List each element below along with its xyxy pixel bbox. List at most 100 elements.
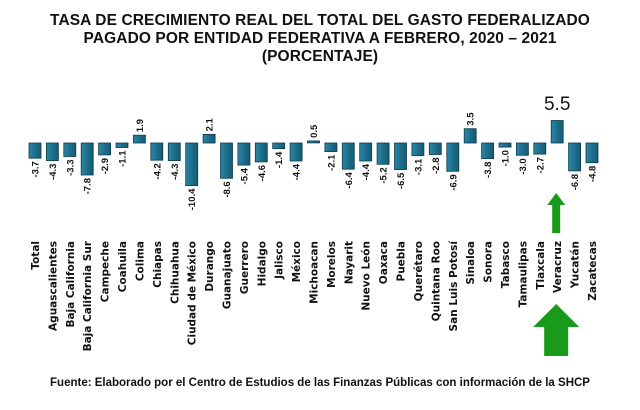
bar-baja-california-sur (80, 142, 94, 176)
category-label-queretaro: Querétaro (413, 241, 425, 301)
category-label-campeche: Campeche (100, 241, 112, 302)
category-label-baja-california-sur: Baja California Sur (82, 240, 94, 351)
value-label-sinaloa: 3.5 (466, 112, 477, 126)
category-label-nayarit: Nayarit (343, 241, 355, 284)
category-label-coahuila: Coahuila (117, 241, 129, 292)
category-label-jalisco: Jalisco (274, 241, 286, 280)
category-label-ciudad-de-mexico: Ciudad de México (187, 241, 199, 345)
category-label-morelos: Morelos (326, 241, 338, 288)
bar-tabasco (498, 142, 512, 148)
value-label-campeche: -2.9 (100, 158, 111, 174)
value-label-yucatan: -6.8 (570, 174, 581, 190)
category-label-tamaulipas: Tamaulipas (517, 241, 529, 307)
bar-durango (202, 133, 216, 144)
value-label-guerrero: -5.4 (239, 167, 250, 184)
category-label-tlaxcala: Tlaxcala (535, 241, 547, 290)
bar-chiapas (150, 142, 164, 161)
category-label-chiapas: Chiapas (152, 241, 164, 288)
category-label-durango: Durango (204, 241, 216, 292)
bar-colima (132, 134, 146, 144)
chart-title: TASA DE CRECIMIENTO REAL DEL TOTAL DEL G… (0, 12, 640, 66)
bar-nuevo-leon (359, 142, 373, 162)
bar-zacatecas (585, 142, 599, 164)
bars-group (28, 120, 599, 186)
value-label-quintana-roo: -2.8 (431, 158, 442, 174)
value-label-tabasco: -1.0 (501, 150, 512, 166)
value-labels-group: -3.7 -4.3 -3.3 -7.8 -2.9 -1.1 1.9 -4.2 -4.3 -10.4… (31, 112, 599, 210)
bar-queretaro (411, 142, 425, 157)
category-labels-group: Total Aguascalientes Baja California Baja C… (30, 240, 599, 352)
value-label-baja-california: -3.3 (65, 160, 76, 176)
value-label-tamaulipas: -3.0 (518, 158, 529, 174)
value-label-aguascalientes: -4.3 (48, 164, 59, 180)
bar-campeche (98, 142, 111, 156)
highlight-value-label: 5.5 (544, 94, 570, 115)
category-label-hidalgo: Hidalgo (256, 241, 268, 286)
category-label-tabasco: Tabasco (500, 241, 512, 288)
value-label-colima: 1.9 (135, 119, 146, 132)
bar-mexico (289, 142, 303, 162)
category-label-guanajuato: Guanajuato (222, 241, 234, 309)
category-label-zacatecas: Zacatecas (587, 241, 599, 301)
bar-baja-california (63, 142, 77, 157)
chart-title-line-1: TASA DE CRECIMIENTO REAL DEL TOTAL DEL G… (50, 12, 590, 29)
bar-san-luis-potosi (446, 142, 460, 172)
value-label-michoacan: 0.5 (309, 124, 320, 138)
category-label-oaxaca: Oaxaca (378, 241, 390, 284)
category-label-chihuahua: Chihuahua (169, 241, 181, 304)
category-label-nuevo-leon: Nuevo León (361, 241, 373, 311)
bar-puebla (394, 142, 407, 171)
category-label-puebla: Puebla (396, 241, 408, 282)
category-label-guerrero: Guerrero (239, 241, 251, 294)
bar-tamaulipas (516, 142, 529, 156)
category-label-colima: Colima (134, 241, 146, 281)
bar-guerrero (237, 142, 251, 166)
value-label-total: -3.7 (31, 161, 42, 177)
bar-sinaloa (463, 128, 477, 144)
chart-title-line-2: PAGADO POR ENTIDAD FEDERATIVA A FEBRERO,… (83, 30, 557, 47)
bar-veracruz (550, 120, 564, 144)
category-label-quintana-roo: Quintana Roo (430, 241, 442, 321)
value-label-baja-california-sur: -7.8 (83, 178, 94, 194)
chart-title-line-3: (PORCENTAJE) (261, 48, 379, 65)
bar-oaxaca (376, 142, 390, 165)
value-label-sonora: -3.8 (483, 162, 494, 178)
bar-nayarit (341, 142, 355, 170)
value-label-jalisco: -1.4 (274, 151, 285, 168)
value-label-hidalgo: -4.6 (257, 165, 268, 181)
bar-chihuahua (167, 142, 181, 162)
value-label-chihuahua: -4.3 (170, 164, 181, 180)
value-label-oaxaca: -5.2 (379, 167, 390, 183)
bar-michoacan (307, 140, 320, 144)
value-label-guanajuato: -8.6 (222, 181, 233, 197)
category-label-yucatan: Yucatán (570, 241, 582, 289)
bar-morelos (324, 142, 338, 153)
value-label-san-luis-potosi: -6.9 (448, 174, 459, 190)
value-label-nuevo-leon: -4.4 (361, 163, 372, 180)
bar-jalisco (272, 142, 286, 150)
bar-total (28, 142, 42, 159)
bar-tlaxcala (533, 142, 547, 155)
category-label-sonora: Sonora (483, 241, 495, 283)
category-label-san-luis-potosi: San Luis Potosí (448, 240, 460, 332)
category-label-veracruz: Veracruz (552, 241, 564, 293)
bar-ciudad-de-mexico (185, 142, 199, 186)
value-label-ciudad-de-mexico: -10.4 (187, 188, 198, 210)
value-label-morelos: -2.1 (326, 154, 337, 171)
value-label-tlaxcala: -2.7 (535, 157, 546, 173)
category-label-sinaloa: Sinaloa (465, 241, 477, 285)
value-label-coahuila: -1.1 (118, 150, 129, 167)
category-label-aguascalientes: Aguascalientes (47, 241, 59, 331)
bar-aguascalientes (46, 142, 59, 162)
value-label-queretaro: -3.1 (413, 158, 424, 175)
large-up-arrow-icon (533, 304, 580, 356)
category-label-total: Total (30, 241, 42, 270)
small-up-arrow-icon (547, 193, 566, 233)
category-label-baja-california: Baja California (65, 241, 77, 328)
value-label-durango: 2.1 (205, 117, 216, 131)
bar-hidalgo (254, 142, 268, 163)
value-label-puebla: -6.5 (396, 172, 407, 189)
category-label-mexico: México (291, 241, 303, 282)
value-label-chiapas: -4.2 (152, 163, 163, 179)
